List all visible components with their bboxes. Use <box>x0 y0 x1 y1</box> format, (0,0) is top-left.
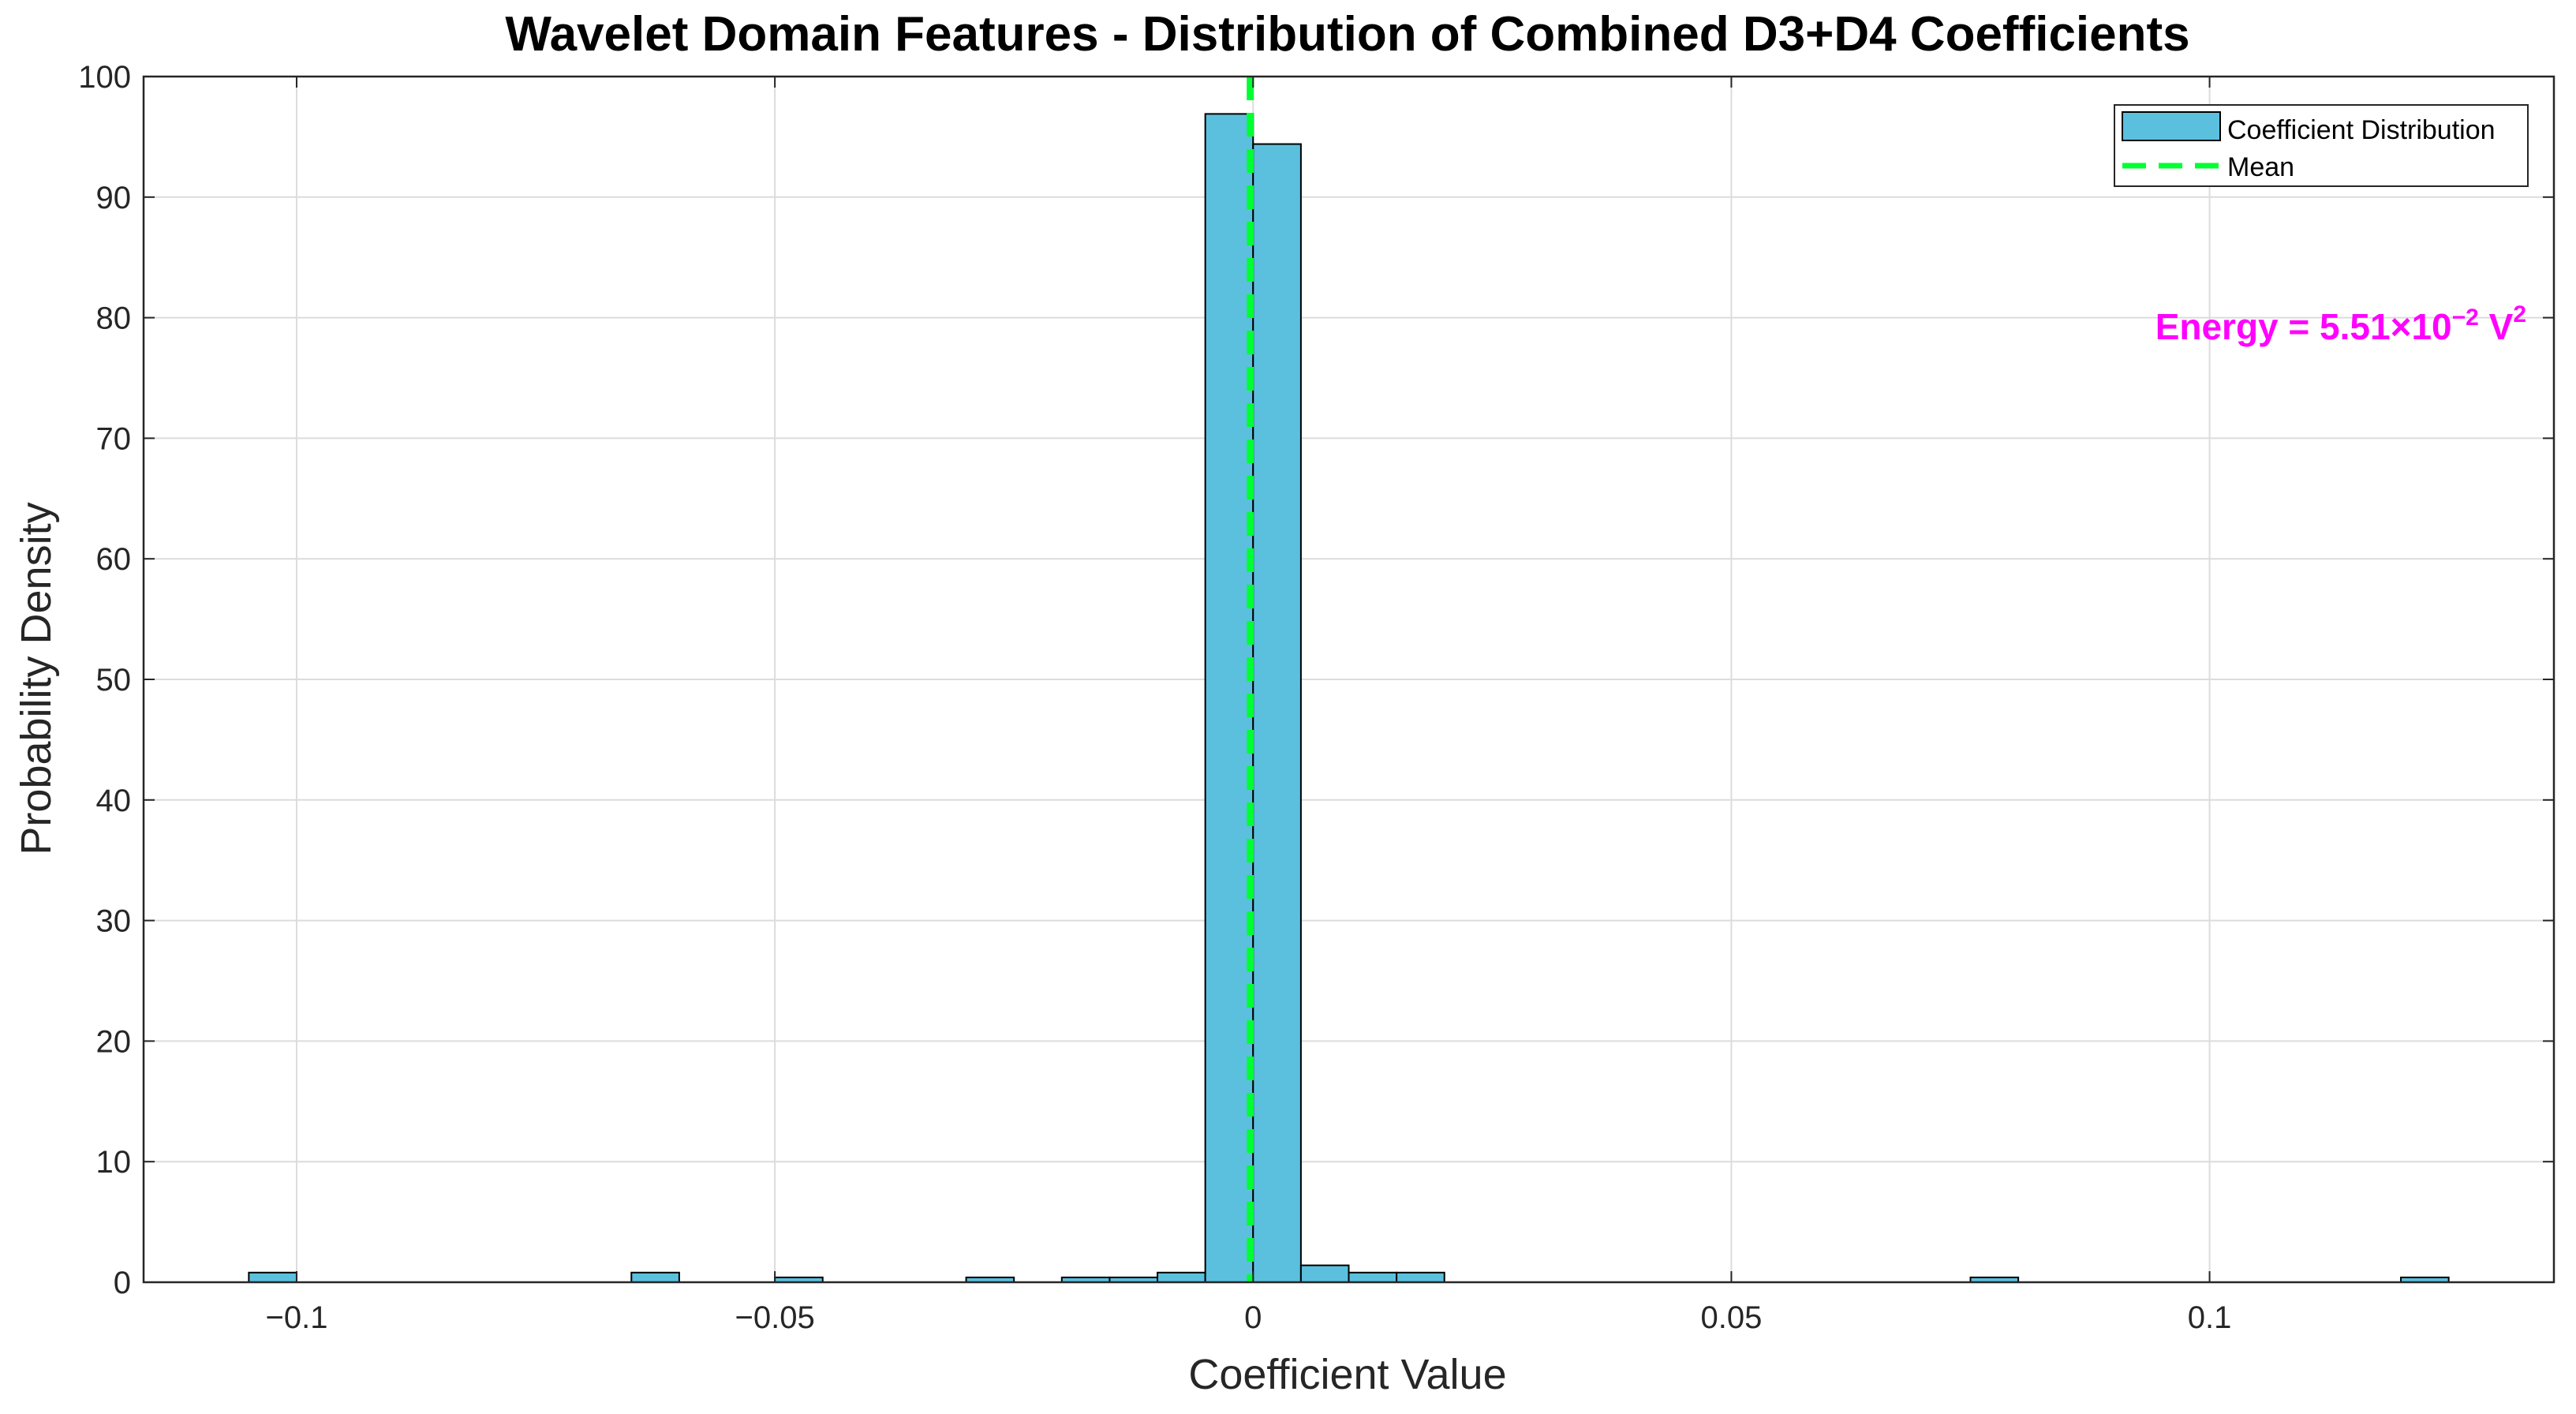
energy-annotation-main: Energy = 5.51×10 <box>2155 306 2452 347</box>
y-tick-label: 100 <box>78 60 131 95</box>
y-axis-label: Probability Density <box>13 502 60 855</box>
x-axis-label: Coefficient Value <box>1188 1351 1506 1398</box>
legend: Coefficient Distribution Mean <box>2114 104 2529 187</box>
y-tick-label: 60 <box>96 542 132 577</box>
energy-annotation: Energy = 5.51×10−2 V2 <box>2155 301 2526 347</box>
y-tick-label: 10 <box>96 1145 132 1180</box>
y-tick-label: 40 <box>96 784 132 818</box>
legend-label-mean: Mean <box>2227 152 2294 182</box>
energy-annotation-unit-exponent: 2 <box>2513 301 2526 327</box>
histogram-bar <box>1396 1271 1445 1284</box>
y-tick-label: 50 <box>96 663 132 698</box>
legend-label-coefficient-distribution: Coefficient Distribution <box>2227 115 2496 145</box>
y-tick-label: 70 <box>96 421 132 456</box>
energy-annotation-exponent: −2 <box>2452 305 2479 331</box>
y-axis-ticks: 0 10 20 30 40 50 60 70 80 90 100 <box>78 60 2554 1300</box>
y-tick-label: 80 <box>96 301 132 336</box>
histogram-bar <box>630 1271 680 1284</box>
x-tick-label: 0.1 <box>2188 1300 2232 1335</box>
y-tick-label: 0 <box>114 1266 131 1300</box>
x-axis-ticks: −0.1 −0.05 0 0.05 0.1 <box>265 77 2231 1335</box>
energy-annotation-unit: V <box>2479 306 2514 347</box>
histogram-bar <box>248 1271 297 1284</box>
y-tick-label: 20 <box>96 1024 132 1059</box>
chart-title: Wavelet Domain Features - Distribution o… <box>505 7 2189 62</box>
y-tick-label: 90 <box>96 181 132 215</box>
histogram-bar <box>1299 1264 1350 1284</box>
histogram-bar <box>1157 1271 1206 1284</box>
x-tick-label: 0 <box>1244 1300 1262 1335</box>
histogram-bar <box>1348 1271 1398 1284</box>
x-tick-label: 0.05 <box>1700 1300 1762 1335</box>
legend-swatch-coefficient-distribution <box>2122 111 2221 141</box>
y-tick-label: 30 <box>96 904 132 939</box>
x-tick-label: −0.05 <box>735 1300 815 1335</box>
histogram-bar <box>1252 143 1302 1283</box>
x-tick-label: −0.1 <box>265 1300 327 1335</box>
histogram-bar <box>1204 113 1254 1283</box>
legend-box <box>2114 104 2529 187</box>
